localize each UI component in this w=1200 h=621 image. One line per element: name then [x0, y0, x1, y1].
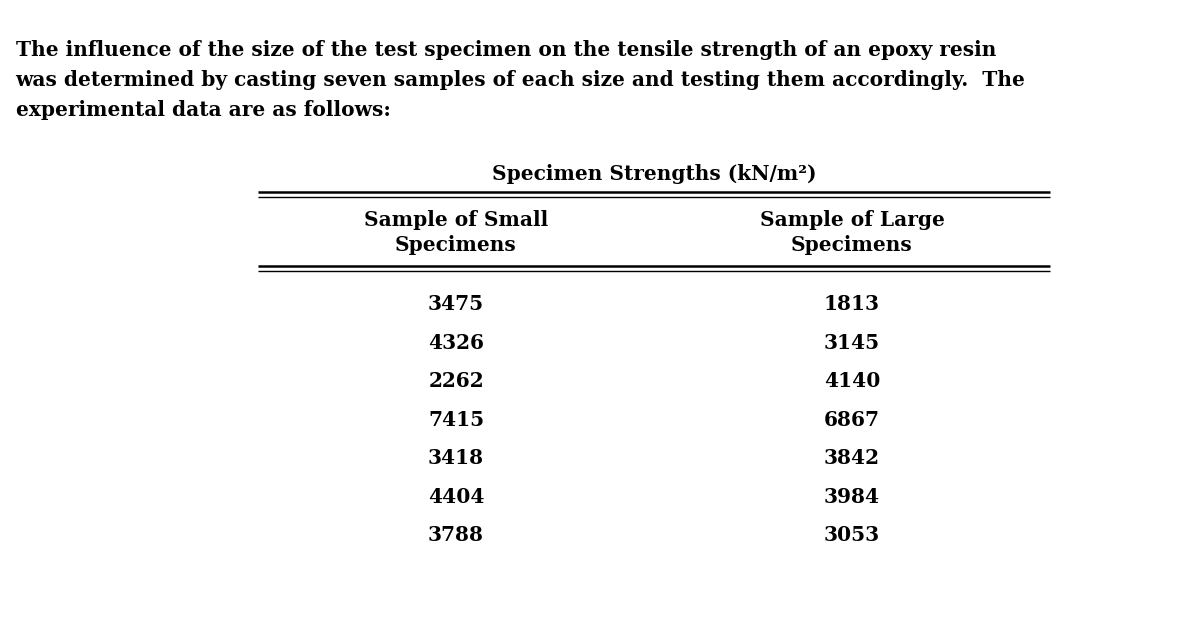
Text: Sample of Large: Sample of Large [760, 211, 944, 230]
Text: 2262: 2262 [428, 371, 484, 391]
Text: 4404: 4404 [427, 487, 485, 507]
Text: 3788: 3788 [428, 525, 484, 545]
Text: 3053: 3053 [824, 525, 880, 545]
Text: The influence of the size of the test specimen on the tensile strength of an epo: The influence of the size of the test sp… [16, 40, 996, 60]
Text: 1813: 1813 [824, 294, 880, 314]
Text: 4326: 4326 [428, 333, 484, 353]
Text: 3418: 3418 [428, 448, 484, 468]
Text: 3145: 3145 [824, 333, 880, 353]
Text: was determined by casting seven samples of each size and testing them accordingl: was determined by casting seven samples … [16, 70, 1026, 90]
Text: experimental data are as follows:: experimental data are as follows: [16, 100, 390, 120]
Text: 7415: 7415 [428, 410, 484, 430]
Text: 6867: 6867 [824, 410, 880, 430]
Text: Specimen Strengths (kN/m²): Specimen Strengths (kN/m²) [492, 164, 816, 184]
Text: 4140: 4140 [824, 371, 880, 391]
Text: 3984: 3984 [824, 487, 880, 507]
Text: Specimens: Specimens [791, 235, 913, 255]
Text: 3475: 3475 [428, 294, 484, 314]
Text: 3842: 3842 [824, 448, 880, 468]
Text: Sample of Small: Sample of Small [364, 211, 548, 230]
Text: Specimens: Specimens [395, 235, 517, 255]
